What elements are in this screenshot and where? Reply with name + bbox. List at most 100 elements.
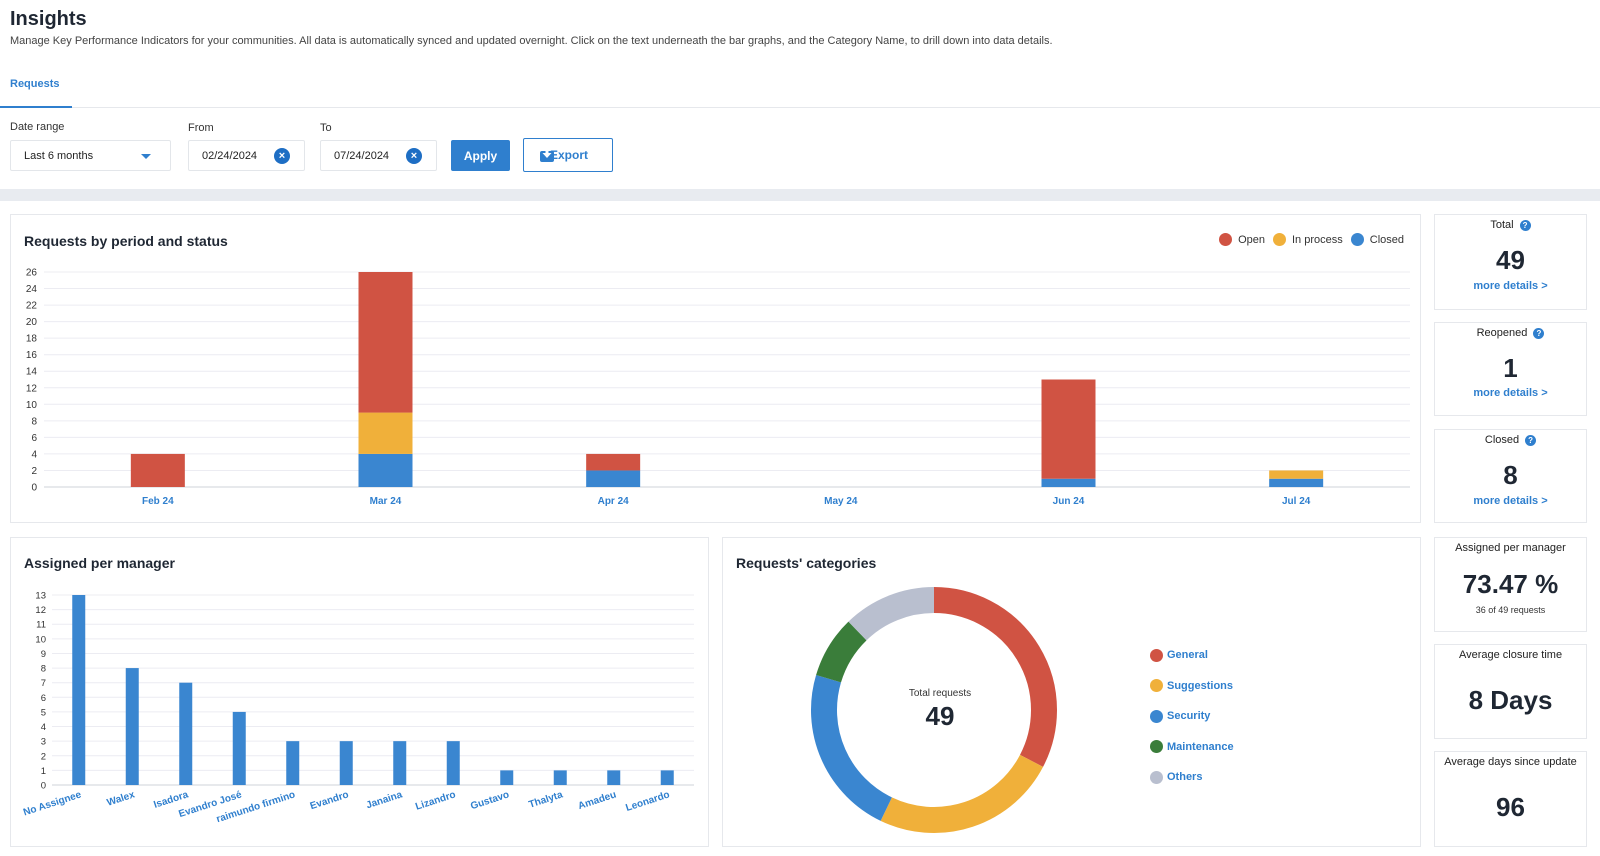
bar-open (130, 453, 185, 487)
clear-from-icon[interactable]: × (274, 148, 290, 164)
help-icon[interactable]: ? (1525, 435, 1537, 446)
x-tick-label[interactable]: Jun 24 (1053, 496, 1085, 507)
bar-manager (446, 741, 460, 785)
kpi-total-card: Total? 49 more details > (1434, 214, 1587, 310)
from-label: From (188, 122, 214, 134)
clear-to-icon[interactable]: × (406, 148, 422, 164)
bar-manager (393, 741, 407, 785)
period-chart-legend: Open In process Closed (1219, 233, 1404, 246)
kpi-assigned-sub: 36 of 49 requests (1475, 605, 1546, 615)
bar-manager (660, 770, 674, 785)
x-tick-label[interactable]: Mar 24 (370, 496, 402, 507)
y-tick-label: 1 (41, 766, 46, 777)
legend-in-process-label: In process (1292, 233, 1343, 246)
x-tick-label[interactable]: Apr 24 (598, 496, 630, 507)
kpi-avg-days-card: Average days since update 96 (1434, 751, 1587, 847)
kpi-closed-label-text: Closed (1484, 434, 1520, 446)
category-others-label[interactable]: Others (1167, 771, 1203, 784)
kpi-assigned-value: 73.47 % (1462, 569, 1559, 599)
kpi-avg-closure-label: Average closure time (1458, 649, 1563, 661)
category-suggestions-label[interactable]: Suggestions (1167, 679, 1234, 692)
y-tick-label: 13 (35, 591, 46, 602)
y-tick-label: 16 (26, 350, 38, 361)
donut-slice-others (848, 587, 935, 641)
category-security-label[interactable]: Security (1167, 710, 1211, 723)
apply-button[interactable]: Apply (451, 140, 510, 171)
y-tick-label: 7 (41, 678, 46, 689)
kpi-reopened-card: Reopened? 1 more details > (1434, 322, 1587, 416)
category-others[interactable]: Others (1150, 762, 1234, 793)
kpi-closed-value: 8 (1503, 460, 1518, 490)
y-tick-label: 10 (35, 634, 46, 645)
y-tick-label: 6 (41, 693, 46, 704)
donut-slice-general (933, 587, 1057, 767)
donut-slice-security (811, 675, 893, 821)
from-date-field[interactable]: 02/24/2024 × (188, 140, 305, 171)
download-icon (540, 147, 554, 162)
bar-manager (607, 770, 621, 785)
bar-manager (179, 682, 193, 785)
category-security[interactable]: Security (1150, 701, 1234, 732)
date-range-select[interactable]: Last 6 months (10, 140, 171, 171)
kpi-assigned-card: Assigned per manager 73.47 % 36 of 49 re… (1434, 537, 1587, 632)
tab-requests[interactable]: Requests (0, 70, 72, 108)
category-maintenance[interactable]: Maintenance (1150, 732, 1234, 763)
bar-manager (232, 711, 246, 785)
page-description: Manage Key Performance Indicators for yo… (10, 35, 1053, 47)
kpi-avg-closure-card: Average closure time 8 Days (1434, 644, 1587, 739)
bar-manager (500, 770, 514, 785)
donut-center-value: 49 (925, 701, 955, 731)
in-process-dot-icon (1273, 233, 1286, 246)
to-date-value: 07/24/2024 (334, 150, 390, 162)
legend-open[interactable]: Open (1219, 233, 1265, 246)
general-dot-icon (1150, 648, 1163, 662)
y-tick-label: 5 (41, 707, 46, 718)
filter-bar: Date range Last 6 months From 02/24/2024… (0, 108, 1600, 184)
y-tick-label: 24 (26, 284, 38, 295)
kpi-reopened-label: Reopened? (1435, 327, 1586, 339)
kpi-closed-link[interactable]: more details > (1473, 495, 1548, 507)
categories-legend: General Suggestions Security Maintenance… (1150, 640, 1234, 793)
y-tick-label: 8 (31, 416, 37, 427)
y-tick-label: 6 (31, 433, 37, 444)
kpi-reopened-link[interactable]: more details > (1473, 387, 1548, 399)
bar-open (358, 272, 413, 413)
period-chart-title: Requests by period and status (24, 233, 228, 249)
open-dot-icon (1219, 233, 1233, 246)
legend-closed[interactable]: Closed (1350, 233, 1404, 246)
export-label: Export (550, 148, 589, 162)
category-suggestions[interactable]: Suggestions (1150, 671, 1234, 702)
kpi-total-link[interactable]: more details > (1473, 280, 1548, 292)
x-tick-label[interactable]: Jul 24 (1282, 496, 1311, 507)
y-tick-label: 0 (41, 781, 46, 792)
kpi-avg-closure-value: 8 Days (1468, 685, 1553, 715)
kpi-reopened-label-text: Reopened (1476, 327, 1528, 339)
category-general-label[interactable]: General (1167, 649, 1208, 662)
export-button[interactable]: Export (523, 138, 613, 172)
x-tick-label[interactable]: May 24 (824, 496, 858, 507)
bar-open (1041, 379, 1096, 479)
security-dot-icon (1150, 709, 1163, 723)
to-label: To (320, 122, 332, 134)
bar-closed (358, 453, 413, 487)
y-tick-label: 20 (26, 317, 38, 328)
donut-slice-suggestions (880, 754, 1044, 833)
bar-open (586, 453, 641, 471)
legend-in-process[interactable]: In process (1273, 233, 1343, 246)
bar-manager (72, 595, 86, 785)
x-tick-label[interactable]: Feb 24 (142, 496, 174, 507)
y-tick-label: 9 (41, 649, 46, 660)
bar-manager (125, 668, 139, 785)
bar-manager (286, 741, 300, 785)
y-tick-label: 26 (26, 268, 38, 279)
kpi-closed-card: Closed? 8 more details > (1434, 429, 1587, 523)
help-icon[interactable]: ? (1519, 220, 1531, 231)
others-dot-icon (1150, 770, 1163, 784)
page-header: Insights Manage Key Performance Indicato… (10, 8, 1570, 47)
help-icon[interactable]: ? (1533, 328, 1545, 339)
bar-manager (553, 770, 567, 785)
category-general[interactable]: General (1150, 640, 1234, 671)
category-maintenance-label[interactable]: Maintenance (1167, 740, 1234, 753)
to-date-field[interactable]: 07/24/2024 × (320, 140, 437, 171)
